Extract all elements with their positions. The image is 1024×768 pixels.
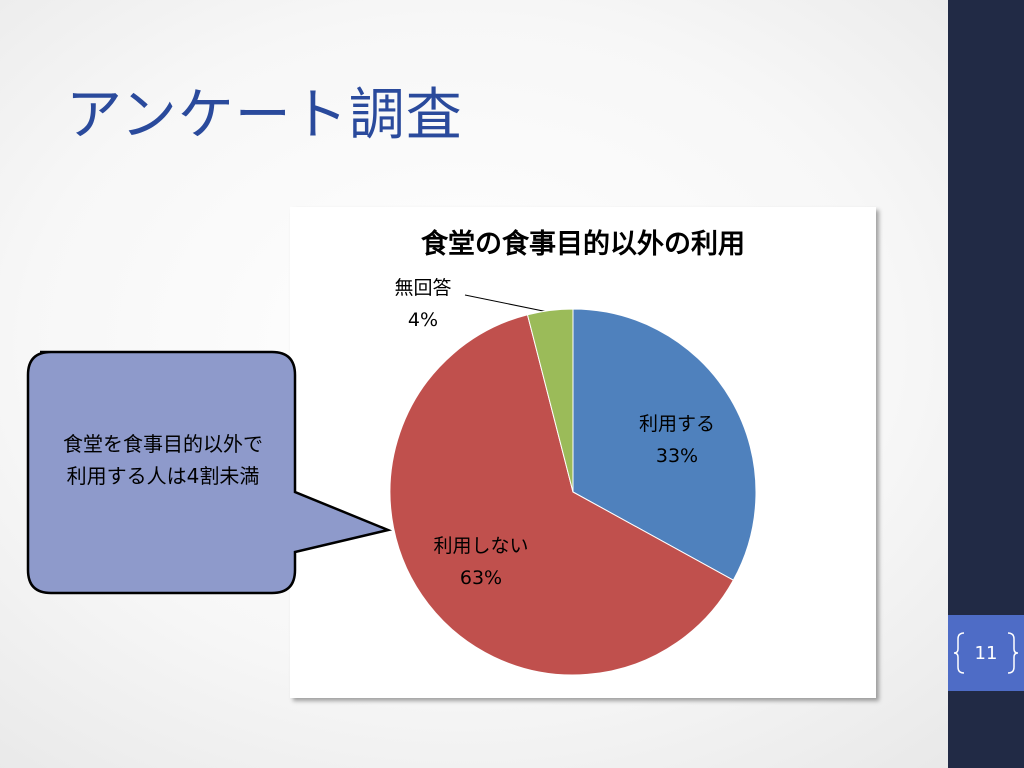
- data-label: 利用しない 63%: [432, 530, 530, 594]
- category-label: 利用しない: [433, 535, 529, 557]
- pie-slice: [526, 308, 574, 493]
- brackets: [953, 632, 1019, 674]
- page-number-box: 11: [948, 615, 1024, 691]
- slide-title: アンケート調査: [66, 83, 463, 148]
- data-label: 利用する 33%: [622, 408, 732, 472]
- callout-text: 食堂を食事目的以外で利用する人は4割未満: [63, 432, 263, 488]
- page-number: 11: [974, 643, 998, 664]
- value-label: 4%: [407, 309, 439, 331]
- pie-slice: [572, 308, 757, 581]
- leader-line: [464, 294, 549, 313]
- category-label: 利用する: [638, 413, 715, 435]
- chart-title: 食堂の食事目的以外の利用: [421, 229, 745, 260]
- pie-slice: [389, 314, 735, 676]
- category-label: 無回答: [394, 277, 452, 299]
- value-label: 63%: [459, 567, 503, 589]
- data-label: 無回答 4%: [378, 272, 468, 336]
- callout-shape: [26, 350, 393, 595]
- value-label: 33%: [655, 445, 699, 467]
